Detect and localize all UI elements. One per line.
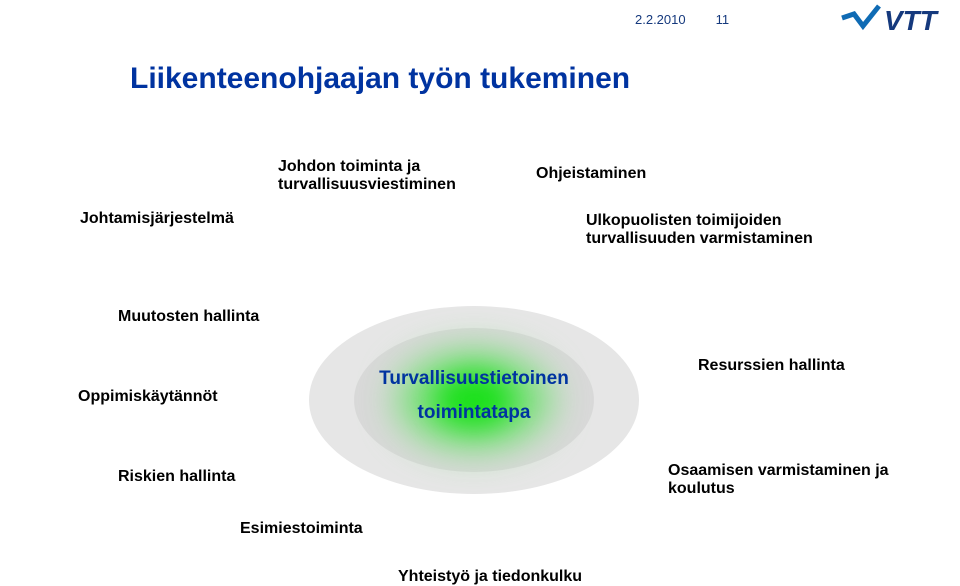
label-riskien-hallinta: Riskien hallinta — [118, 468, 235, 486]
label-osaamisen: Osaamisen varmistaminen ja koulutus — [668, 462, 889, 498]
label-johdon-toiminta: Johdon toiminta ja turvallisuusviestimin… — [278, 158, 456, 194]
label-muutosten-hallinta: Muutosten hallinta — [118, 308, 259, 326]
header-page: 11 — [716, 12, 730, 27]
slide-header: 2.2.2010 11 VTT — [625, 0, 960, 38]
logo-text-svg: VTT — [884, 5, 940, 36]
slide: { "header": { "date": "2.2.2010", "page"… — [0, 0, 960, 586]
header-meta: 2.2.2010 11 — [625, 12, 729, 27]
vtt-logo: VTT — [839, 0, 954, 38]
header-date: 2.2.2010 — [635, 12, 686, 27]
label-ohjeistaminen: Ohjeistaminen — [536, 165, 646, 183]
label-resurssien-hallinta: Resurssien hallinta — [698, 357, 845, 375]
core-label-line2: toimintatapa — [354, 402, 594, 424]
label-yhteistyo: Yhteistyö ja tiedonkulku — [398, 568, 582, 586]
label-johtamisjarjestelma: Johtamisjärjestelmä — [80, 210, 234, 228]
slide-title: Liikenteenohjaajan työn tukeminen — [130, 62, 630, 96]
label-esimiestoiminta: Esimiestoiminta — [240, 520, 363, 538]
label-ulkopuolisten: Ulkopuolisten toimijoiden turvallisuuden… — [586, 212, 813, 248]
core-label-line1: Turvallisuustietoinen — [354, 368, 594, 390]
label-oppimiskaytannot: Oppimiskäytännöt — [78, 388, 218, 406]
